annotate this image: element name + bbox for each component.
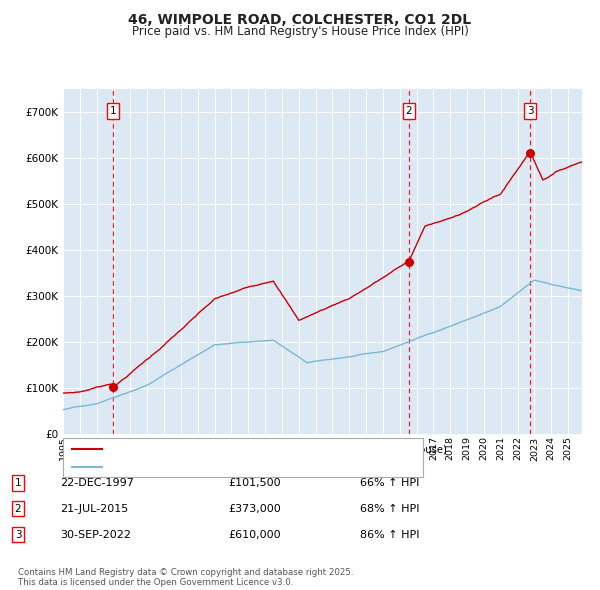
Text: 3: 3 (14, 530, 22, 539)
Text: 3: 3 (527, 106, 533, 116)
Text: 1: 1 (14, 478, 22, 487)
Text: 86% ↑ HPI: 86% ↑ HPI (360, 530, 419, 539)
Text: 2: 2 (14, 504, 22, 513)
Text: HPI: Average price, semi-detached house, Colchester: HPI: Average price, semi-detached house,… (108, 462, 373, 472)
Text: £373,000: £373,000 (228, 504, 281, 513)
Text: Contains HM Land Registry data © Crown copyright and database right 2025.
This d: Contains HM Land Registry data © Crown c… (18, 568, 353, 587)
Text: 21-JUL-2015: 21-JUL-2015 (60, 504, 128, 513)
Text: Price paid vs. HM Land Registry's House Price Index (HPI): Price paid vs. HM Land Registry's House … (131, 25, 469, 38)
Text: 22-DEC-1997: 22-DEC-1997 (60, 478, 134, 487)
Text: 1: 1 (110, 106, 116, 116)
Text: 46, WIMPOLE ROAD, COLCHESTER, CO1 2DL (semi-detached house): 46, WIMPOLE ROAD, COLCHESTER, CO1 2DL (s… (108, 444, 447, 454)
Text: £610,000: £610,000 (228, 530, 281, 539)
Text: £101,500: £101,500 (228, 478, 281, 487)
Text: 46, WIMPOLE ROAD, COLCHESTER, CO1 2DL: 46, WIMPOLE ROAD, COLCHESTER, CO1 2DL (128, 13, 472, 27)
Text: 68% ↑ HPI: 68% ↑ HPI (360, 504, 419, 513)
Text: 30-SEP-2022: 30-SEP-2022 (60, 530, 131, 539)
Text: 66% ↑ HPI: 66% ↑ HPI (360, 478, 419, 487)
Text: 2: 2 (406, 106, 412, 116)
